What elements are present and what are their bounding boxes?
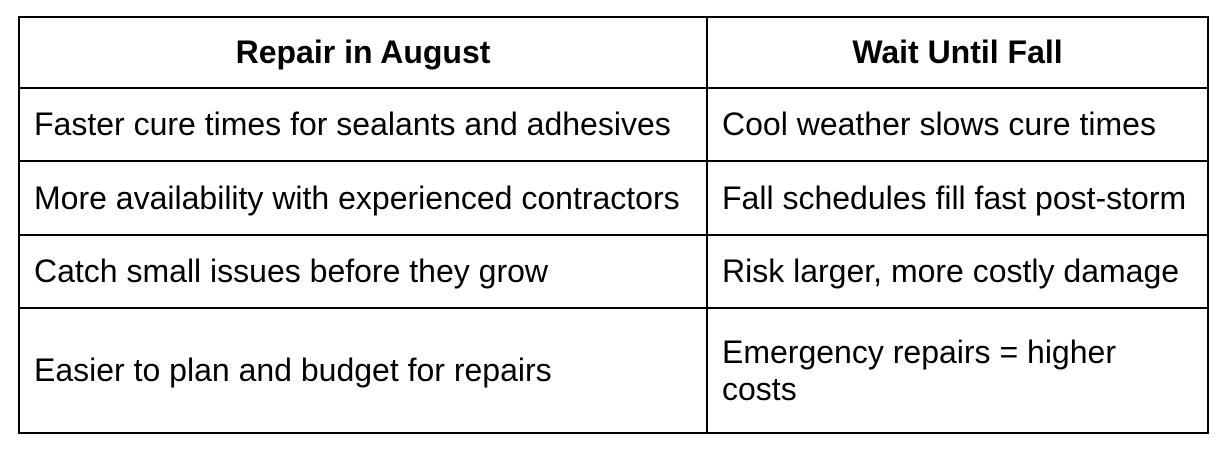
table-row: Faster cure times for sealants and adhes… [18, 86, 1209, 163]
table-row: Catch small issues before they grow Risk… [18, 234, 1209, 310]
column-header-wait-until-fall: Wait Until Fall [706, 16, 1209, 89]
table-cell-repair-benefit-1: Faster cure times for sealants and adhes… [18, 86, 708, 163]
table-cell-wait-risk-1: Cool weather slows cure times [706, 86, 1209, 163]
table-cell-repair-benefit-4: Easier to plan and budget for repairs [18, 307, 708, 434]
header-row: Repair in August Wait Until Fall [18, 16, 1209, 89]
table-cell-wait-risk-4: Emergency repairs = higher costs [706, 307, 1209, 434]
table-row: More availability with experienced contr… [18, 160, 1209, 237]
table-cell-wait-risk-3: Risk larger, more costly damage [706, 234, 1209, 310]
column-header-repair-in-august: Repair in August [18, 16, 708, 89]
table-cell-repair-benefit-2: More availability with experienced contr… [18, 160, 708, 237]
table-row: Easier to plan and budget for repairs Em… [18, 307, 1209, 434]
table-cell-repair-benefit-3: Catch small issues before they grow [18, 234, 708, 310]
comparison-table: Repair in August Wait Until Fall Faster … [18, 16, 1209, 434]
table-cell-wait-risk-2: Fall schedules fill fast post-storm [706, 160, 1209, 237]
